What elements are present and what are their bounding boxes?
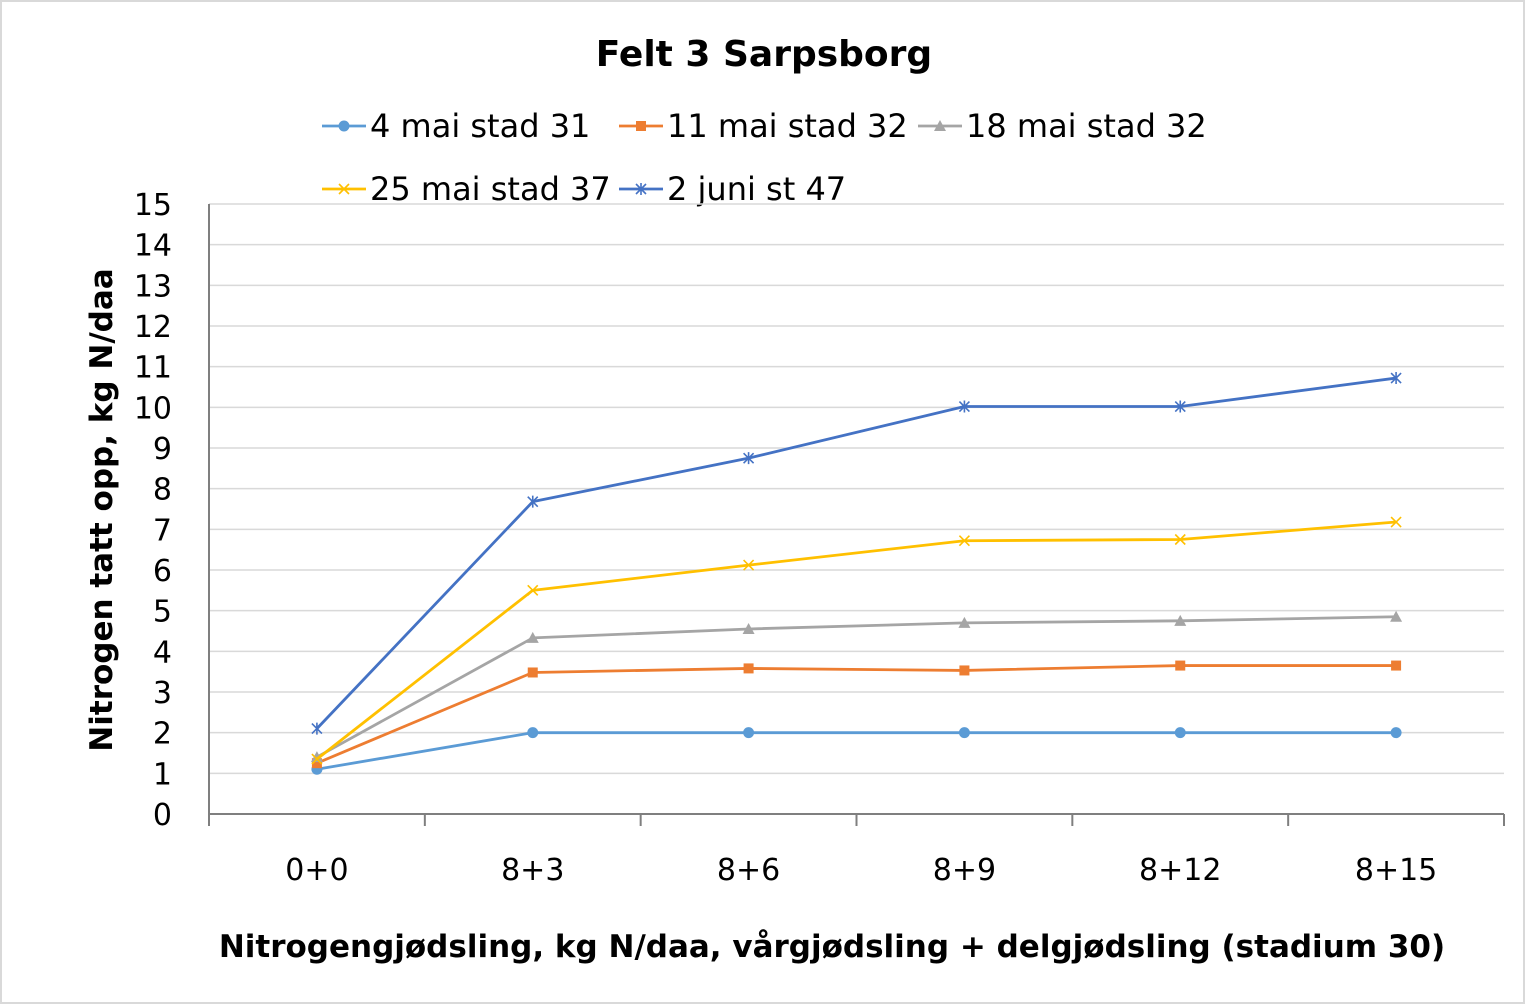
y-tick-label: 9 [153, 432, 172, 467]
y-tick-label: 14 [134, 229, 172, 264]
data-point [1174, 727, 1186, 739]
data-point [527, 495, 539, 508]
data-point [310, 751, 323, 763]
series-2 [311, 660, 1402, 769]
y-tick-label: 13 [134, 269, 172, 304]
legend-item: 18 mai stad 32 [918, 107, 1207, 145]
data-point [1175, 660, 1186, 671]
data-point [527, 667, 538, 678]
data-point [1390, 610, 1403, 622]
data-point [742, 622, 755, 634]
data-point [743, 663, 754, 674]
series-line [315, 376, 1397, 730]
series-line [316, 664, 1397, 765]
data-point [958, 400, 970, 413]
x-tick-label: 8+3 [501, 853, 564, 888]
y-tick-label: 12 [134, 310, 172, 345]
legend: 4 mai stad 31 11 mai stad 32 18 mai stad 3… [322, 107, 1207, 208]
data-point [959, 665, 970, 676]
data-point [1174, 400, 1186, 413]
y-tick-label: 6 [153, 554, 172, 589]
legend-marker [636, 121, 646, 131]
data-point [743, 452, 755, 465]
data-point [311, 758, 322, 769]
legend-marker [338, 120, 350, 132]
legend-label: 2 juni st 47 [667, 170, 846, 208]
x-tick-label: 8+9 [933, 853, 996, 888]
data-point [958, 535, 970, 547]
y-tick-label: 3 [153, 676, 172, 711]
gridlines [209, 203, 1504, 775]
y-tick-label: 0 [153, 798, 172, 833]
data-point [743, 559, 755, 571]
legend-marker [934, 120, 946, 131]
legend-item: 25 mai stad 37 [322, 170, 611, 208]
y-tick-label: 4 [153, 635, 172, 670]
series-line [316, 615, 1397, 759]
legend-marker [635, 183, 647, 195]
y-tick-label: 7 [153, 513, 172, 548]
series-3 [310, 610, 1403, 763]
x-tick-label: 0+0 [285, 853, 348, 888]
series-4 [311, 516, 1402, 765]
legend-label: 25 mai stad 37 [370, 170, 611, 208]
legend-item: 4 mai stad 31 [322, 107, 590, 145]
y-tick-label: 8 [153, 473, 172, 508]
data-point [1391, 660, 1402, 671]
data-point [527, 727, 539, 739]
legend-item: 11 mai stad 32 [619, 107, 908, 145]
y-tick-label: 5 [153, 595, 172, 630]
data-point [1174, 533, 1186, 546]
data-point [958, 727, 970, 739]
x-tick-label: 8+6 [717, 853, 780, 888]
x-axis-title: Nitrogengjødsling, kg N/daa, vårgjødslin… [219, 929, 1445, 965]
x-tick-label: 8+12 [1139, 853, 1221, 888]
legend-item: 2 juni st 47 [619, 170, 846, 208]
y-tick-label: 15 [134, 188, 172, 223]
series-group [310, 372, 1403, 775]
data-point [527, 584, 539, 596]
x-axis: 0+0 8+3 8+6 8+9 8+12 8+15 [208, 204, 1505, 888]
series-5 [311, 372, 1402, 735]
y-tick-label: 1 [153, 757, 172, 792]
data-point [1174, 614, 1187, 626]
legend-label: 4 mai stad 31 [370, 107, 590, 145]
series-line [316, 520, 1397, 761]
data-point [1390, 516, 1402, 528]
y-tick-label: 11 [134, 351, 172, 386]
data-point [311, 753, 323, 765]
data-point [311, 722, 323, 735]
x-tick-label: 8+15 [1355, 853, 1437, 888]
data-point [1390, 727, 1402, 739]
series-line [316, 731, 1397, 771]
data-point [1390, 372, 1402, 385]
chart-title: Felt 3 Sarpsborg [596, 34, 932, 75]
data-point [743, 727, 755, 739]
y-tick-label: 2 [153, 717, 172, 752]
data-point [526, 631, 539, 643]
y-tick-label: 10 [134, 391, 172, 426]
legend-label: 11 mai stad 32 [667, 107, 908, 145]
legend-label: 18 mai stad 32 [966, 107, 1207, 145]
series-1 [311, 727, 1402, 775]
y-axis-title: Nitrogen tatt opp, kg N/daa [84, 268, 120, 751]
legend-marker [338, 183, 350, 195]
data-point [958, 616, 971, 628]
